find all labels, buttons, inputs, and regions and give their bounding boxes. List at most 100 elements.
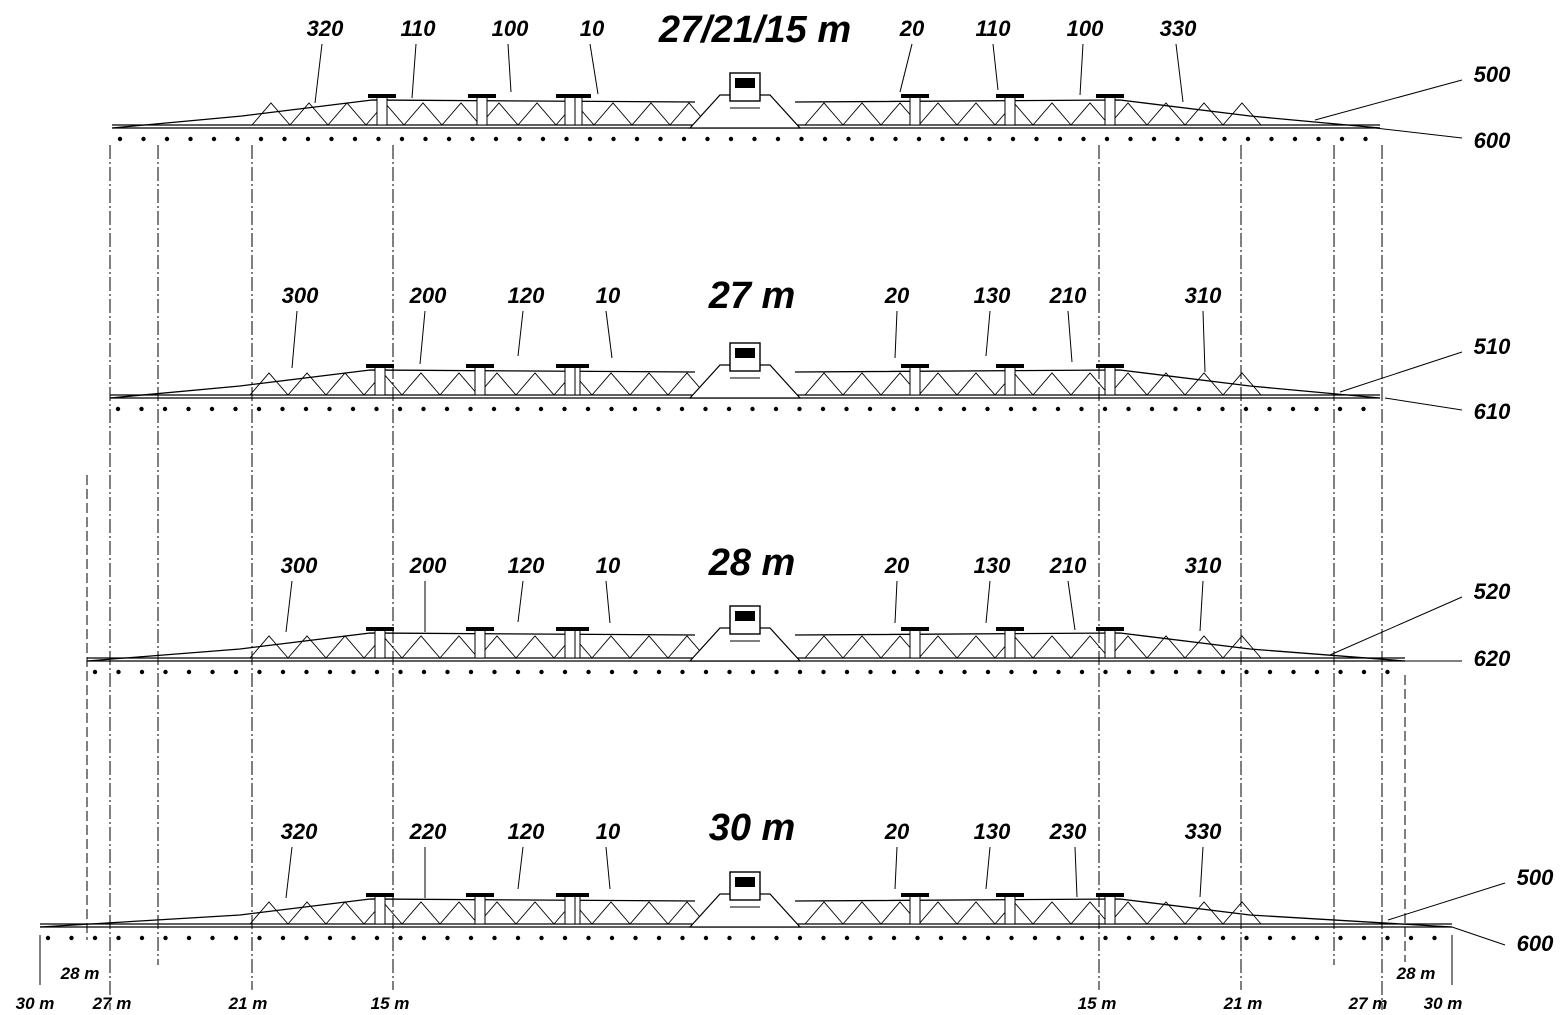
spray-nozzle: [1126, 669, 1132, 675]
truss-segment: [842, 901, 882, 925]
spray-nozzle: [421, 935, 427, 941]
spray-nozzle: [891, 669, 897, 675]
spray-nozzle: [374, 669, 380, 675]
hinge-cap: [556, 364, 584, 368]
hinge-post: [564, 895, 576, 925]
width-label: 30 m: [16, 994, 55, 1013]
spray-nozzle: [186, 406, 191, 412]
spray-nozzle: [822, 136, 828, 142]
part-label: 20: [884, 553, 910, 578]
spray-nozzle: [327, 935, 333, 941]
spray-nozzle: [915, 669, 920, 675]
part-label: 210: [1049, 553, 1087, 578]
spray-nozzle: [1385, 935, 1390, 941]
part-labels: 320 110 100 10 20 110 100 330 500 600: [307, 16, 1511, 153]
spray-nozzle: [869, 136, 875, 142]
variant-title: 27/21/15 m: [658, 9, 851, 51]
truss-segment: [956, 635, 996, 659]
spray-nozzle: [540, 136, 546, 142]
spray-nozzle: [1292, 136, 1298, 142]
top-chord-left: [109, 369, 696, 399]
hinge-cap: [996, 364, 1024, 368]
spray-nozzle: [1314, 406, 1319, 412]
spray-nozzle: [938, 406, 943, 412]
hinge-post: [474, 366, 486, 396]
truss-segment: [1070, 372, 1110, 396]
width-label: 21 m: [1223, 994, 1263, 1013]
spray-nozzle: [1290, 406, 1296, 412]
hinge-cap: [901, 893, 929, 897]
spray-nozzle: [893, 136, 898, 142]
spray-nozzle: [797, 406, 802, 412]
spray-nozzle: [1034, 136, 1039, 142]
part-label: 20: [899, 16, 925, 41]
spray-nozzle: [162, 406, 168, 412]
spray-nozzle: [1055, 406, 1061, 412]
hinge-cap: [996, 627, 1024, 631]
spray-nozzle: [304, 669, 309, 675]
spray-nozzle: [773, 406, 779, 412]
part-label: 120: [508, 283, 545, 308]
spray-nozzle: [398, 935, 403, 941]
truss-segment: [287, 635, 327, 659]
spray-nozzle: [1032, 935, 1038, 941]
top-chord-right: [794, 99, 1381, 129]
spray-nozzle: [1337, 406, 1343, 412]
truss-segment: [804, 635, 844, 659]
part-label: 310: [1185, 553, 1222, 578]
hinge-cap: [556, 627, 584, 631]
part-label: 120: [508, 819, 545, 844]
spray-nozzle: [374, 935, 380, 941]
truss-segment: [918, 635, 958, 659]
spray-nozzle: [1220, 406, 1225, 412]
part-label: 220: [409, 819, 447, 844]
spray-nozzle: [752, 136, 757, 142]
width-label: 27 m: [1348, 994, 1388, 1013]
width-reference-lines: [39, 145, 1453, 1010]
spray-nozzle: [915, 935, 920, 941]
spray-nozzle: [1316, 136, 1321, 142]
spray-nozzle: [280, 935, 286, 941]
spray-nozzle: [517, 136, 522, 142]
centre-mast-head: [735, 78, 755, 88]
spray-nozzle: [774, 935, 779, 941]
spray-nozzle: [117, 136, 123, 142]
top-chord-left: [86, 632, 696, 662]
truss-segment: [515, 901, 555, 925]
truss-segment: [629, 635, 669, 659]
hinge-cap: [366, 893, 394, 897]
hinge-post: [909, 366, 921, 396]
truss-segment: [287, 901, 327, 925]
top-chord-right: [794, 632, 1406, 662]
hinge-post: [1104, 96, 1116, 126]
part-label: 330: [1185, 819, 1222, 844]
spray-nozzle: [1361, 935, 1367, 941]
spray-nozzle: [280, 406, 285, 412]
truss-segment: [591, 901, 631, 925]
boom-variant-30: 30 m 320 220 120 10 20 130 230 330 500 6…: [39, 807, 1554, 956]
spray-nozzle: [139, 406, 144, 412]
part-label: 310: [1185, 283, 1222, 308]
variant-title: 30 m: [709, 807, 796, 849]
spray-nozzle: [397, 406, 403, 412]
hinge-post: [1104, 629, 1116, 659]
part-labels: 320 220 120 10 20 130 230 330 500 600: [281, 819, 1554, 956]
hinge-post: [1104, 366, 1116, 396]
spray-nozzle: [352, 136, 358, 142]
hinge-post: [1004, 629, 1016, 659]
truss-segment: [1184, 901, 1224, 925]
truss-segment: [804, 901, 844, 925]
spray-nozzle: [1032, 669, 1038, 675]
hinge-cap: [556, 94, 584, 98]
truss-segment: [439, 901, 479, 925]
spray-nozzle: [634, 136, 640, 142]
spray-nozzle: [515, 406, 520, 412]
spray-nozzle: [844, 406, 849, 412]
spray-nozzle: [1079, 406, 1084, 412]
part-label: 330: [1160, 16, 1197, 41]
spray-nozzle: [233, 669, 239, 675]
part-label: 10: [596, 553, 621, 578]
spray-nozzle: [1056, 935, 1061, 941]
spray-nozzle: [1008, 406, 1014, 412]
